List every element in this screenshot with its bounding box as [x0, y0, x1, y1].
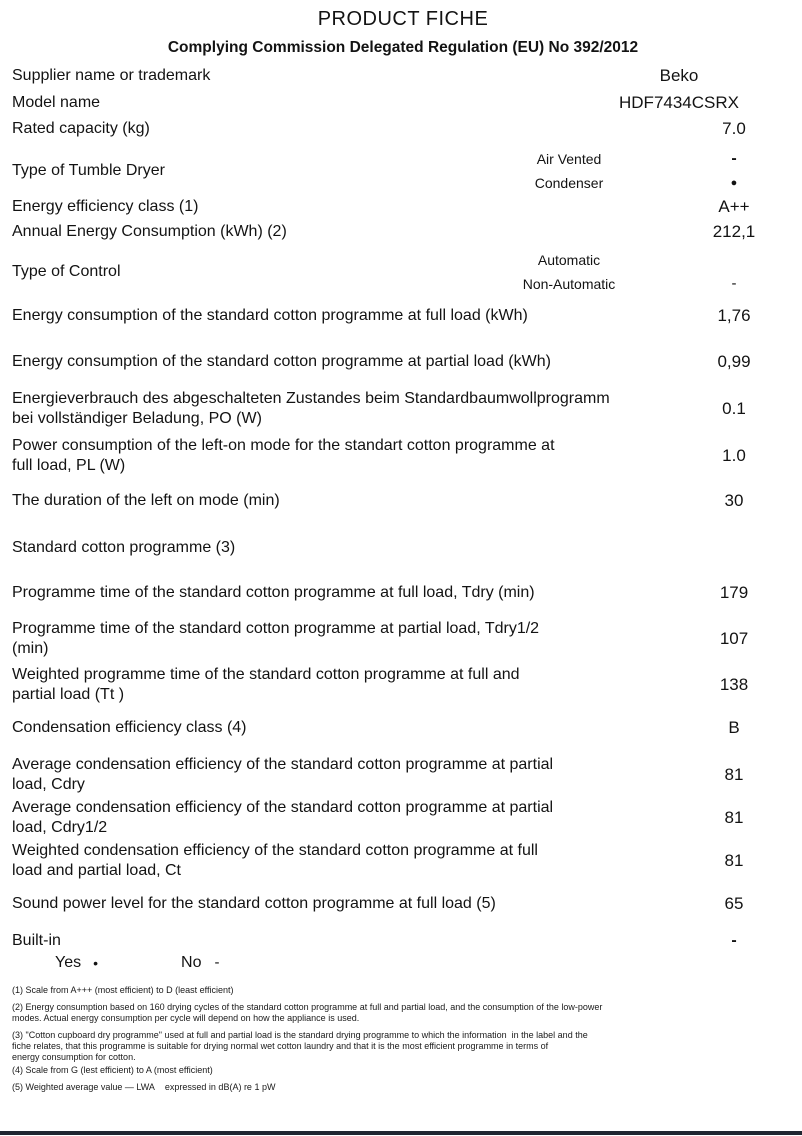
- row-rated-capacity: Rated capacity (kg) 7.0: [12, 119, 794, 139]
- row-value: B: [728, 718, 740, 737]
- row-condensation-cdry: Average condensation efficiency of the s…: [12, 755, 794, 795]
- row-off-mode-power: Energieverbrauch des abgeschalteten Zust…: [12, 389, 794, 429]
- row-value: 7.0: [722, 119, 746, 138]
- row-label: Model name: [12, 94, 101, 111]
- yes-label: Yes: [55, 954, 82, 971]
- option-automatic: Automatic: [464, 249, 794, 271]
- row-label: Supplier name or trademark: [12, 67, 211, 84]
- footnote-4: (4) Scale from G (lest efficient) to A (…: [12, 1065, 213, 1075]
- option-mark: -: [731, 150, 737, 167]
- row-label: Energieverbrauch des abgeschalteten Zust…: [12, 390, 610, 427]
- row-label: Energy consumption of the standard cotto…: [12, 353, 551, 370]
- row-condensation-ct: Weighted condensation efficiency of the …: [12, 841, 794, 881]
- row-left-on-duration: The duration of the left on mode (min) 3…: [12, 491, 794, 511]
- row-value: 0.1: [722, 399, 746, 418]
- control-type-options: Automatic Non-Automatic -: [464, 249, 794, 295]
- row-value: 179: [719, 583, 749, 602]
- row-condensation-class: Condensation efficiency class (4) B: [12, 718, 794, 738]
- row-label: Weighted condensation efficiency of the …: [12, 842, 538, 879]
- option-mark: ●: [730, 177, 738, 189]
- row-sound-power: Sound power level for the standard cotto…: [12, 894, 794, 914]
- row-value: 81: [724, 851, 744, 870]
- option-air-vented: Air Vented -: [464, 148, 794, 170]
- option-label: Air Vented: [536, 151, 602, 167]
- row-label: Power consumption of the left-on mode fo…: [12, 437, 555, 474]
- row-value: 1.0: [722, 446, 746, 465]
- row-label: Sound power level for the standard cotto…: [12, 895, 496, 912]
- option-label: Non-Automatic: [522, 276, 616, 292]
- row-label: The duration of the left on mode (min): [12, 492, 280, 509]
- dryer-type-options: Air Vented - Condenser ●: [464, 148, 794, 194]
- row-value: Beko: [659, 66, 699, 85]
- row-energy-full-load: Energy consumption of the standard cotto…: [12, 306, 794, 326]
- row-label: Built-in: [12, 932, 61, 949]
- row-left-on-power: Power consumption of the left-on mode fo…: [12, 436, 794, 476]
- row-label: Energy consumption of the standard cotto…: [12, 307, 528, 324]
- row-built-in: Built-in -: [12, 931, 794, 951]
- row-label: Weighted programme time of the standard …: [12, 666, 520, 703]
- row-dryer-type: Type of Tumble Dryer Air Vented - Conden…: [12, 148, 794, 194]
- row-value: A++: [718, 197, 750, 216]
- row-model-name: Model name HDF7434CSRX: [12, 93, 794, 113]
- row-label: Type of Control: [12, 263, 121, 280]
- no-label: No: [181, 954, 202, 971]
- no-mark-icon: -: [214, 954, 220, 971]
- row-label: Average condensation efficiency of the s…: [12, 799, 554, 836]
- row-value: 212,1: [712, 222, 756, 241]
- yes-mark-icon: •: [93, 955, 99, 971]
- row-standard-programme: Standard cotton programme (3): [12, 538, 794, 558]
- row-weighted-time: Weighted programme time of the standard …: [12, 665, 794, 705]
- product-fiche-page: PRODUCT FICHE Complying Commission Deleg…: [12, 8, 794, 1092]
- footnote-1: (1) Scale from A+++ (most efficient) to …: [12, 985, 234, 995]
- row-label: Type of Tumble Dryer: [12, 162, 165, 179]
- row-time-full-load: Programme time of the standard cotton pr…: [12, 583, 794, 603]
- row-value: HDF7434CSRX: [619, 93, 739, 112]
- row-value: 1,76: [717, 306, 751, 325]
- option-non-automatic: Non-Automatic -: [464, 273, 794, 295]
- page-bottom-rule: [0, 1131, 802, 1135]
- row-value: 138: [719, 675, 749, 694]
- row-label: Annual Energy Consumption (kWh) (2): [12, 223, 287, 240]
- footnote-3: (3) "Cotton cupboard dry programme" used…: [12, 1030, 588, 1062]
- row-label: Programme time of the standard cotton pr…: [12, 620, 540, 657]
- row-supplier-name: Supplier name or trademark Beko: [12, 66, 794, 86]
- row-value: 65: [724, 894, 744, 913]
- option-label: Condenser: [534, 175, 604, 191]
- row-label: Standard cotton programme (3): [12, 539, 236, 556]
- row-value: 107: [719, 629, 749, 648]
- row-value: 81: [724, 765, 744, 784]
- row-annual-energy: Annual Energy Consumption (kWh) (2) 212,…: [12, 222, 794, 242]
- row-value: -: [731, 932, 737, 949]
- option-mark: -: [731, 275, 737, 292]
- row-label: Energy efficiency class (1): [12, 198, 199, 215]
- row-label: Rated capacity (kg): [12, 120, 150, 137]
- row-label: Programme time of the standard cotton pr…: [12, 584, 535, 601]
- page-subtitle: Complying Commission Delegated Regulatio…: [167, 39, 639, 56]
- page-title: PRODUCT FICHE: [317, 8, 489, 30]
- row-time-partial-load: Programme time of the standard cotton pr…: [12, 619, 794, 659]
- row-energy-partial-load: Energy consumption of the standard cotto…: [12, 352, 794, 372]
- row-value: 0,99: [717, 352, 751, 371]
- row-condensation-cdry12: Average condensation efficiency of the s…: [12, 798, 794, 838]
- row-value: 30: [724, 491, 744, 510]
- row-control-type: Type of Control Automatic Non-Automatic …: [12, 249, 794, 295]
- built-in-yes-no-line: Yes • No -: [12, 953, 794, 973]
- option-label: Automatic: [537, 252, 601, 268]
- option-condenser: Condenser ●: [464, 172, 794, 194]
- row-energy-class: Energy efficiency class (1) A++: [12, 197, 794, 217]
- footnote-5: (5) Weighted average value — LWA express…: [12, 1082, 276, 1092]
- row-value: 81: [724, 808, 744, 827]
- row-label: Average condensation efficiency of the s…: [12, 756, 554, 793]
- row-label: Condensation efficiency class (4): [12, 719, 247, 736]
- footnote-2: (2) Energy consumption based on 160 dryi…: [12, 1002, 603, 1023]
